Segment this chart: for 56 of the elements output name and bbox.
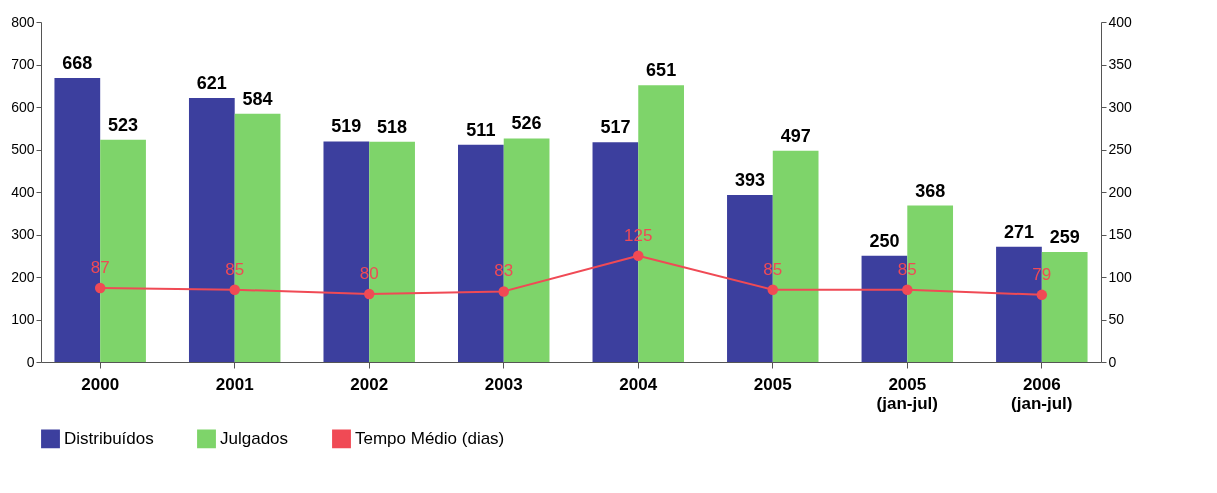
data-label: 511 [466, 119, 496, 140]
y2-tick-label: 250 [1108, 141, 1133, 157]
x-tick-label: 2005 [753, 374, 792, 394]
x-tick-label: 2001 [215, 374, 254, 394]
data-label: 518 [377, 116, 408, 137]
x-tick-label: 2006 (jan-jul) [1011, 374, 1073, 413]
data-label: 526 [511, 113, 542, 134]
x-tick-label: 2000 [81, 374, 120, 394]
data-label: 523 [108, 114, 139, 135]
x-tick-label: 2003 [484, 374, 523, 394]
legend-label: Tempo Médio (dias) [355, 428, 505, 448]
y2-tick-label: 50 [1108, 311, 1125, 327]
x-tick-label: 2004 [619, 374, 658, 394]
data-label: 584 [242, 88, 273, 109]
y-tick-label: 300 [11, 226, 35, 242]
x-tick-label: 2005 (jan-jul) [876, 374, 938, 413]
data-label: 368 [915, 180, 946, 201]
y2-tick-label: 350 [1108, 56, 1133, 72]
data-label: 80 [359, 264, 379, 283]
y2-tick-label: 100 [1108, 268, 1133, 285]
point [1036, 289, 1048, 301]
data-label: 651 [646, 60, 677, 81]
data-label: 271 [1003, 221, 1034, 242]
data-label: 250 [869, 230, 900, 251]
data-label: 87 [90, 258, 110, 278]
data-label: 497 [780, 125, 811, 146]
data-label: 668 [62, 53, 93, 74]
y-tick-label: 500 [11, 141, 35, 157]
point [498, 286, 509, 297]
x-tick-label: 2002 [350, 374, 389, 394]
data-label: 393 [734, 169, 765, 190]
y-tick-label: 0 [26, 353, 35, 370]
point [363, 288, 375, 300]
legend-label: Julgados [220, 428, 289, 448]
point [94, 282, 106, 294]
y2-tick-label: 400 [1108, 13, 1133, 30]
y2-tick-label: 150 [1108, 226, 1133, 242]
data-label: 259 [1049, 226, 1080, 247]
y-tick-label: 600 [11, 98, 35, 115]
point [633, 250, 644, 261]
data-label: 621 [196, 73, 227, 94]
legend-label: Distribuídos [64, 428, 154, 448]
y2-tick-label: 0 [1108, 353, 1117, 370]
data-label: 85 [897, 259, 917, 279]
point [229, 284, 240, 295]
y2-tick-label: 300 [1108, 98, 1133, 115]
data-label: 517 [600, 117, 631, 138]
y-tick-label: 800 [11, 13, 35, 30]
y-tick-label: 700 [11, 56, 35, 72]
y-tick-label: 100 [11, 311, 35, 327]
point [902, 284, 913, 295]
y-tick-label: 400 [11, 183, 35, 200]
y-tick-label: 200 [11, 268, 35, 285]
data-label: 519 [331, 116, 362, 137]
point [767, 284, 779, 295]
y2-tick-label: 200 [1108, 183, 1133, 200]
